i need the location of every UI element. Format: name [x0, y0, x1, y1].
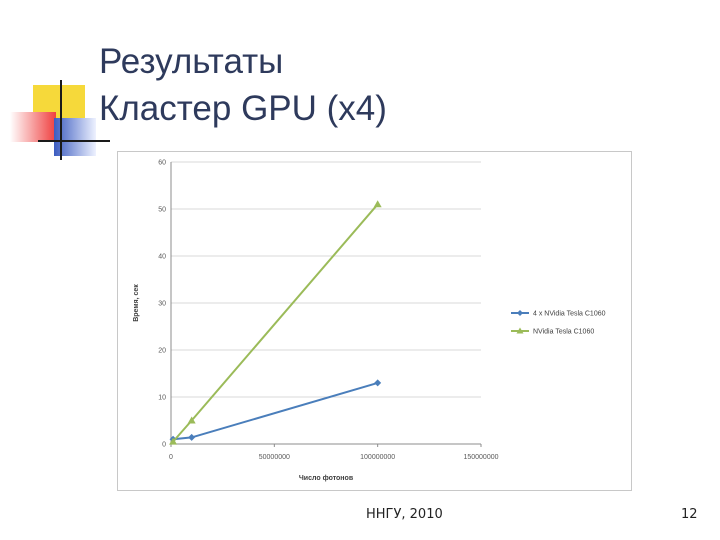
x-axis-title: Число фотонов — [299, 475, 354, 482]
decor-horizontal-line — [38, 140, 110, 142]
decor-red-square — [10, 112, 56, 142]
y-tick-label: 50 — [158, 207, 166, 214]
x-tick-label: 100000000 — [360, 454, 395, 461]
y-tick-label: 0 — [162, 442, 166, 449]
y-tick-label: 60 — [158, 160, 166, 167]
data-point — [373, 200, 382, 208]
x-tick-label: 0 — [169, 454, 173, 461]
page-number: 12 — [681, 507, 698, 522]
legend-label: NVidia Tesla C1060 — [533, 329, 594, 336]
footer-organization: ННГУ, 2010 — [366, 507, 443, 522]
x-tick-label: 50000000 — [259, 454, 290, 461]
legend-marker — [516, 327, 524, 334]
data-point — [169, 437, 178, 445]
data-point — [374, 379, 382, 387]
y-tick-label: 10 — [158, 395, 166, 402]
slide-title-line2: Кластер GPU (x4) — [99, 89, 387, 128]
legend-marker — [517, 310, 523, 316]
series-line — [172, 381, 378, 441]
data-point — [188, 433, 196, 441]
y-axis-title: Время, сек — [133, 284, 140, 322]
y-tick-label: 30 — [158, 301, 166, 308]
chart-frame: 0 10 20 30 40 50 60 0 50000000 100000000 150000000… — [117, 151, 632, 491]
y-tick-label: 40 — [158, 254, 166, 261]
data-point — [187, 416, 196, 424]
series-line — [172, 203, 379, 443]
y-tick-label: 20 — [158, 348, 166, 355]
legend-label: 4 x NVidia Tesla C1060 — [533, 311, 606, 318]
x-tick-label: 150000000 — [463, 454, 498, 461]
line-chart: 0 10 20 30 40 50 60 0 50000000 100000000 150000000… — [133, 160, 606, 483]
decor-vertical-line — [60, 80, 62, 160]
slide-title-line1: Результаты — [99, 42, 284, 81]
